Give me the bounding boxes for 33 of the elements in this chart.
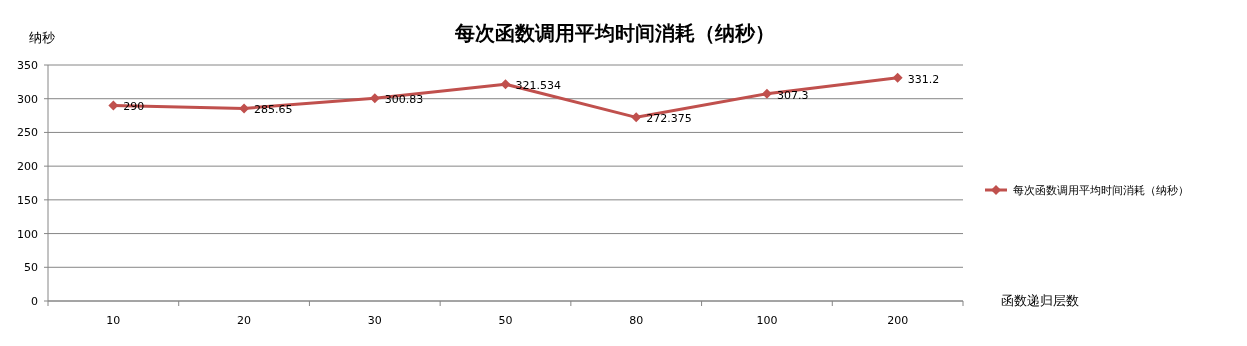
x-tick-label: 200 [887, 314, 909, 327]
x-tick-label: 80 [629, 314, 644, 327]
point [239, 103, 250, 114]
data-label: 290 [123, 100, 145, 114]
y-axis-title: 纳秒 [29, 30, 55, 45]
y-tick-label: 50 [24, 261, 38, 275]
x-tick-label: 30 [367, 314, 382, 327]
data-label: 331.2 [907, 72, 940, 86]
data-label: 307.3 [776, 88, 809, 102]
y-tick-label: 100 [17, 227, 38, 241]
point [500, 79, 511, 90]
y-tick-label: 0 [31, 295, 38, 308]
x-tick-label: 10 [106, 314, 121, 327]
y-tick-label: 250 [17, 126, 38, 140]
x-axis-title: 函数递归层数 [1001, 293, 1079, 308]
y-tick-label: 200 [17, 160, 38, 174]
data-label: 300.83 [384, 93, 424, 107]
x-tick-label: 20 [237, 314, 252, 327]
y-tick-label: 350 [17, 59, 38, 72]
chart-title: 每次函数调用平均时间消耗（纳秒） [454, 21, 775, 45]
point [369, 93, 380, 104]
point [631, 112, 642, 123]
point [892, 72, 903, 83]
y-tick-label: 300 [17, 92, 38, 106]
x-tick-label: 50 [498, 314, 513, 327]
point [761, 88, 772, 99]
y-tick-label: 150 [17, 193, 38, 207]
data-label: 321.534 [515, 79, 561, 93]
x-tick-label: 100 [756, 314, 778, 327]
legend-label: 每次函数调用平均时间消耗（纳秒） [1013, 184, 1189, 197]
point [108, 100, 119, 111]
data-label: 285.65 [254, 103, 293, 117]
data-label: 272.375 [646, 112, 692, 126]
